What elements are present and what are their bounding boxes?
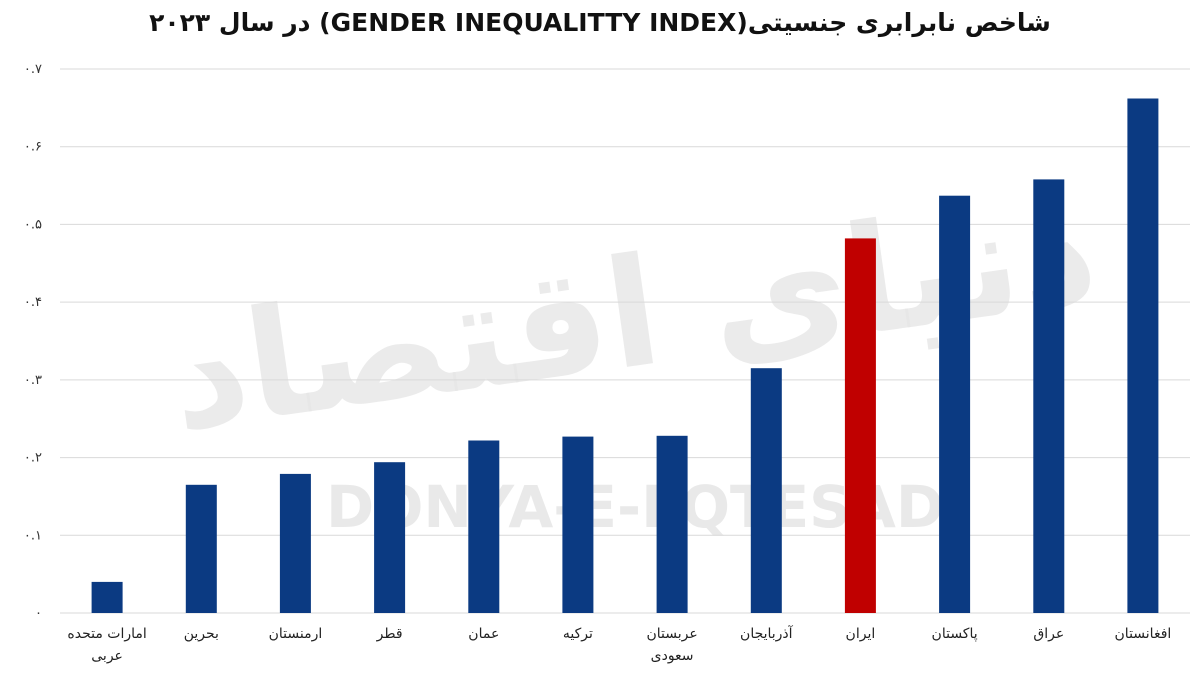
- y-tick-label: ۰.۴: [24, 295, 42, 310]
- bars: [91, 98, 1159, 613]
- y-tick-label: ۰.۷: [24, 62, 42, 77]
- gridlines: [60, 68, 1190, 614]
- category-label: ترکیه: [563, 626, 593, 642]
- bar: [468, 440, 500, 613]
- category-label: قطر: [376, 626, 403, 642]
- watermark-latin: DONYA-E-EQTESAD: [326, 473, 944, 541]
- bar-highlight: [844, 238, 876, 613]
- bar: [279, 473, 311, 613]
- x-axis: امارات متحده عربی بحرین ارمنستان قطر عمان ترکی…: [67, 625, 1171, 664]
- category-label: ایران: [846, 626, 876, 642]
- category-label: عمان: [468, 626, 499, 642]
- y-tick-label: ۰: [35, 606, 42, 621]
- y-tick-label: ۰.۳: [24, 373, 42, 388]
- category-label: پاکستان: [932, 626, 978, 642]
- category-label: عراق: [1033, 626, 1064, 642]
- chart-title: شاخص نابرابری جنسیتی(GENDER INEQUALITTY …: [149, 8, 1051, 37]
- category-label: ارمنستان: [269, 626, 323, 642]
- bar: [91, 581, 123, 613]
- bar: [374, 462, 406, 613]
- bar: [185, 484, 217, 613]
- y-tick-label: ۰.۶: [24, 140, 42, 155]
- category-label: افغانستان: [1115, 626, 1172, 642]
- bar: [1033, 179, 1065, 613]
- category-label: بحرین: [184, 626, 219, 642]
- bar: [1127, 98, 1159, 613]
- bar: [939, 195, 971, 613]
- category-label: امارات متحده عربی: [67, 626, 146, 664]
- category-label: آذربایجان: [740, 625, 794, 642]
- bar: [656, 435, 688, 613]
- category-label: عربستان سعودی: [646, 626, 697, 664]
- y-tick-label: ۰.۱: [24, 528, 42, 543]
- bar: [750, 368, 782, 613]
- y-axis: ۰ ۰.۱ ۰.۲ ۰.۳ ۰.۴ ۰.۵ ۰.۶ ۰.۷: [24, 62, 42, 621]
- bar: [562, 436, 594, 613]
- y-tick-label: ۰.۵: [24, 217, 42, 232]
- y-tick-label: ۰.۲: [24, 451, 42, 466]
